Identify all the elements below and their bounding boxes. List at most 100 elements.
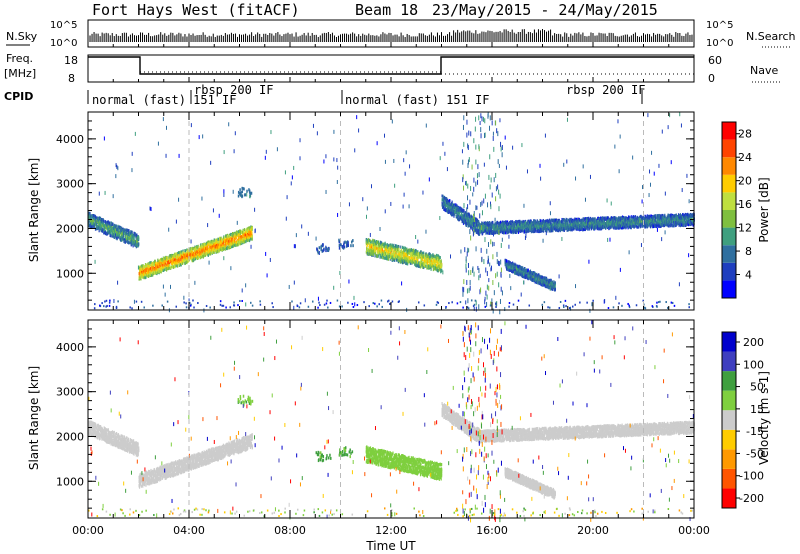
- power-cell: [209, 247, 211, 251]
- power-cell: [231, 244, 234, 248]
- power-cell: [416, 251, 418, 255]
- power-cell: [213, 250, 215, 254]
- power-cell: [229, 235, 231, 239]
- power-cell: [230, 239, 232, 243]
- power-cell: [200, 255, 203, 259]
- power-cell: [198, 256, 200, 260]
- power-cell: [396, 244, 398, 248]
- power-cell: [167, 263, 169, 267]
- power-cell: [222, 247, 225, 251]
- power-cell: [120, 235, 122, 239]
- power-cell: [427, 261, 429, 265]
- power-cell: [93, 218, 95, 222]
- power-cell: [248, 237, 251, 241]
- power-cell: [192, 250, 194, 254]
- power-cell: [101, 225, 103, 229]
- power-cell: [162, 269, 164, 273]
- power-cell: [409, 258, 411, 262]
- power-cell: [161, 259, 163, 263]
- power-cell: [379, 242, 381, 246]
- power-cell: [414, 252, 416, 256]
- power-cell: [217, 237, 219, 241]
- power-cell: [106, 223, 109, 227]
- power-cell: [246, 227, 248, 231]
- power-cell: [162, 263, 164, 267]
- power-cell: [215, 250, 218, 254]
- power-cell: [441, 194, 443, 198]
- power-cell: [215, 244, 218, 248]
- power-cell: [92, 219, 94, 223]
- power-cell: [130, 237, 132, 241]
- power-cell: [391, 253, 393, 257]
- power-cell: [425, 252, 427, 256]
- power-cell: [244, 239, 246, 243]
- power-cell: [250, 237, 252, 241]
- power-cell: [158, 265, 160, 269]
- power-cell: [90, 214, 92, 218]
- power-cell: [150, 260, 152, 264]
- power-cell: [210, 239, 212, 243]
- power-cell: [422, 258, 424, 262]
- power-cell: [173, 257, 175, 261]
- power-cell: [131, 242, 133, 246]
- power-cell: [138, 236, 140, 240]
- power-cell: [416, 264, 418, 268]
- power-cell: [400, 252, 402, 256]
- power-cell: [234, 239, 236, 243]
- power-cell: [379, 240, 382, 244]
- power-cell: [386, 247, 389, 251]
- power-data: [88, 112, 695, 315]
- power-cell: [131, 240, 133, 244]
- power-cell: [368, 246, 370, 250]
- power-cell: [221, 243, 223, 247]
- power-cell: [407, 255, 409, 259]
- power-cell: [229, 233, 231, 237]
- power-cell: [437, 254, 440, 258]
- power-cell: [380, 249, 382, 253]
- power-cell: [99, 223, 101, 227]
- power-cell: [151, 272, 153, 276]
- power-cell: [213, 241, 215, 245]
- power-cell: [374, 252, 377, 256]
- power-cell: [435, 257, 438, 261]
- power-cell: [367, 243, 369, 247]
- power-cell: [138, 272, 140, 276]
- power-cell: [394, 251, 396, 255]
- power-cell: [369, 244, 371, 248]
- power-cell: [152, 266, 154, 270]
- power-cell: [223, 243, 225, 247]
- power-cell: [167, 267, 170, 271]
- power-cell: [184, 249, 186, 253]
- power-cell: [207, 247, 209, 251]
- power-cell: [203, 247, 205, 251]
- power-cell: [404, 249, 406, 253]
- power-cell: [239, 229, 241, 233]
- power-cell: [189, 252, 192, 256]
- power-cell: [144, 273, 147, 277]
- power-cell: [133, 236, 135, 240]
- power-cell: [374, 239, 376, 243]
- power-cell: [109, 230, 111, 234]
- power-cell: [113, 226, 115, 230]
- power-cell: [174, 264, 176, 268]
- power-cell: [94, 215, 97, 219]
- power-cell: [105, 221, 107, 225]
- power-cell: [98, 224, 100, 228]
- nsearch-tick-top: 10^5: [706, 20, 733, 31]
- power-cell: [101, 227, 103, 231]
- power-cell: [128, 241, 130, 245]
- power-cell: [438, 261, 440, 265]
- power-cell: [436, 267, 439, 271]
- power-cell: [224, 247, 226, 251]
- power-cell: [99, 223, 102, 227]
- power-cell: [434, 255, 436, 259]
- power-cell: [409, 254, 412, 258]
- power-cell: [429, 259, 431, 263]
- power-cell: [413, 258, 415, 262]
- power-cell: [177, 251, 180, 255]
- power-cell: [370, 248, 372, 252]
- power-cell: [372, 238, 374, 242]
- power-cell: [419, 262, 422, 266]
- power-cell: [404, 259, 406, 263]
- power-cell: [204, 242, 206, 246]
